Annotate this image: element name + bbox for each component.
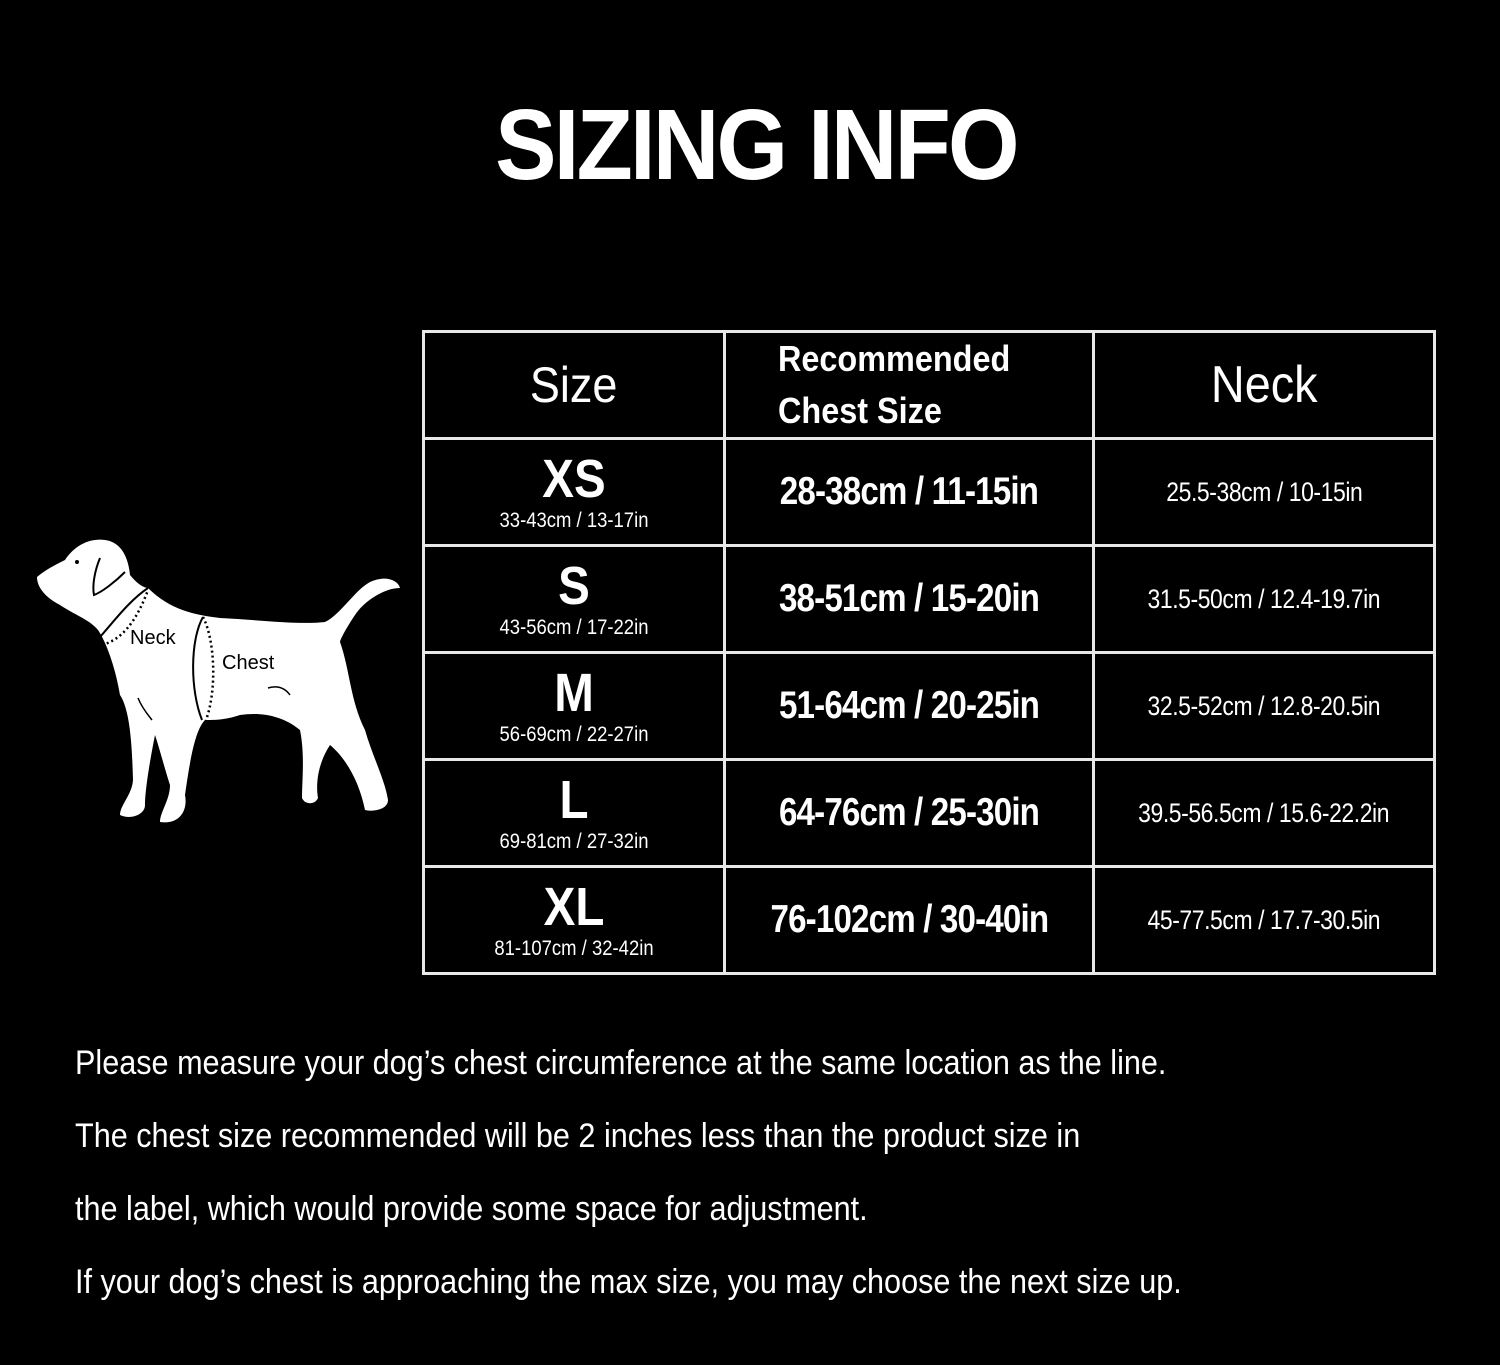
product-size: 81-107cm / 32-42in xyxy=(494,937,654,960)
chest-size: 76-102cm / 30-40in xyxy=(770,898,1049,941)
product-size: 33-43cm / 13-17in xyxy=(499,509,649,532)
neck-size: 45-77.5cm / 17.7-30.5in xyxy=(1147,904,1381,935)
sizing-table: Size Recommended Chest Size Neck XS 33-43c… xyxy=(422,330,1436,975)
product-size: 43-56cm / 17-22in xyxy=(499,616,649,639)
table-header-row: Size Recommended Chest Size Neck xyxy=(422,330,1436,440)
product-size: 56-69cm / 22-27in xyxy=(499,723,649,746)
page-title: SIZING INFO xyxy=(495,89,1019,201)
header-neck: Neck xyxy=(1210,356,1318,414)
size-label: XS xyxy=(542,449,606,509)
neck-size: 32.5-52cm / 12.8-20.5in xyxy=(1147,690,1381,721)
chest-size: 64-76cm / 25-30in xyxy=(778,791,1040,834)
neck-size: 31.5-50cm / 12.4-19.7in xyxy=(1147,583,1381,614)
header-chest-line2: Chest Size xyxy=(778,390,942,431)
neck-label: Neck xyxy=(130,627,177,649)
neck-size: 39.5-56.5cm / 15.6-22.2in xyxy=(1138,797,1390,828)
table-row: S 43-56cm / 17-22in 38-51cm / 15-20in 31.… xyxy=(422,544,1436,654)
product-size: 69-81cm / 27-32in xyxy=(499,830,649,853)
chest-size: 38-51cm / 15-20in xyxy=(778,577,1040,620)
dog-illustration: Neck Chest xyxy=(37,539,400,823)
table-row: M 56-69cm / 22-27in 51-64cm / 20-25in 32.… xyxy=(422,651,1436,761)
dog-eye xyxy=(75,560,79,564)
leg-detail xyxy=(137,686,291,721)
chest-dotted-line xyxy=(201,616,215,721)
size-label: L xyxy=(559,770,589,830)
chest-line xyxy=(192,616,204,721)
chest-size: 51-64cm / 20-25in xyxy=(778,684,1040,727)
neck-line xyxy=(99,587,149,638)
header-chest-line1: Recommended xyxy=(778,338,1011,379)
table-row: XL 81-107cm / 32-42in 76-102cm / 30-40in … xyxy=(422,865,1436,975)
note-line: the label, which would provide some spac… xyxy=(75,1190,868,1228)
note-line: The chest size recommended will be 2 inc… xyxy=(75,1117,1081,1155)
size-label: XL xyxy=(543,877,605,937)
neck-size: 25.5-38cm / 10-15in xyxy=(1165,476,1363,507)
chest-size: 28-38cm / 11-15in xyxy=(779,470,1039,513)
size-label: S xyxy=(558,556,590,616)
size-label: M xyxy=(554,663,594,723)
header-chest: Recommended Chest Size xyxy=(778,333,1010,437)
table-row: L 69-81cm / 27-32in 64-76cm / 25-30in 39.… xyxy=(422,758,1436,868)
chest-label: Chest xyxy=(222,652,275,674)
header-size: Size xyxy=(530,357,618,413)
dog-ear xyxy=(92,557,126,597)
note-line: Please measure your dog’s chest circumfe… xyxy=(75,1044,1167,1082)
table-row: XS 33-43cm / 13-17in 28-38cm / 11-15in 25… xyxy=(422,437,1436,547)
neck-dotted-line xyxy=(101,589,150,647)
sizing-notes: Please measure your dog’s chest circumfe… xyxy=(75,1036,1182,1328)
dog-silhouette xyxy=(37,539,400,823)
note-line: If your dog’s chest is approaching the m… xyxy=(75,1263,1182,1301)
